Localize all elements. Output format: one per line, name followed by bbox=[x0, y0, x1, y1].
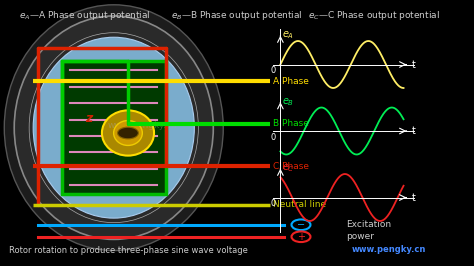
Ellipse shape bbox=[33, 37, 194, 218]
Text: $\it{e}_C$—C Phase output potential: $\it{e}_C$—C Phase output potential bbox=[308, 9, 440, 22]
Text: −: − bbox=[297, 220, 305, 230]
Circle shape bbox=[118, 127, 138, 139]
Text: $e_{B}$: $e_{B}$ bbox=[282, 96, 294, 107]
Text: Neutral line: Neutral line bbox=[273, 200, 326, 209]
Text: C Phase: C Phase bbox=[273, 162, 309, 171]
Text: 0: 0 bbox=[271, 200, 276, 208]
Text: 0: 0 bbox=[271, 133, 276, 142]
Text: z: z bbox=[85, 112, 92, 125]
Text: t: t bbox=[411, 193, 415, 202]
Ellipse shape bbox=[4, 5, 223, 251]
Text: $e_{A}$: $e_{A}$ bbox=[282, 29, 294, 41]
Text: t: t bbox=[411, 60, 415, 69]
Text: www.pengky.cn: www.pengky.cn bbox=[108, 120, 177, 130]
Text: +: + bbox=[297, 232, 305, 242]
Text: Rotor rotation to produce three-phase sine wave voltage: Rotor rotation to produce three-phase si… bbox=[9, 246, 248, 255]
Text: $e_{C}$: $e_{C}$ bbox=[282, 162, 294, 174]
Text: t: t bbox=[411, 126, 415, 136]
Text: $\it{e}_B$—B Phase output potential: $\it{e}_B$—B Phase output potential bbox=[171, 9, 302, 22]
Text: Excitation: Excitation bbox=[346, 220, 391, 229]
Bar bbox=[62, 61, 166, 194]
Ellipse shape bbox=[102, 110, 154, 156]
Ellipse shape bbox=[114, 120, 142, 146]
Text: $\it{e}_A$—A Phase output potential: $\it{e}_A$—A Phase output potential bbox=[19, 9, 151, 22]
Text: 0: 0 bbox=[271, 66, 276, 75]
Ellipse shape bbox=[14, 16, 213, 239]
Text: A Phase: A Phase bbox=[273, 77, 309, 86]
Text: www.pengky.cn: www.pengky.cn bbox=[352, 245, 426, 254]
Text: B Phase: B Phase bbox=[273, 119, 309, 128]
Text: power: power bbox=[346, 232, 374, 241]
